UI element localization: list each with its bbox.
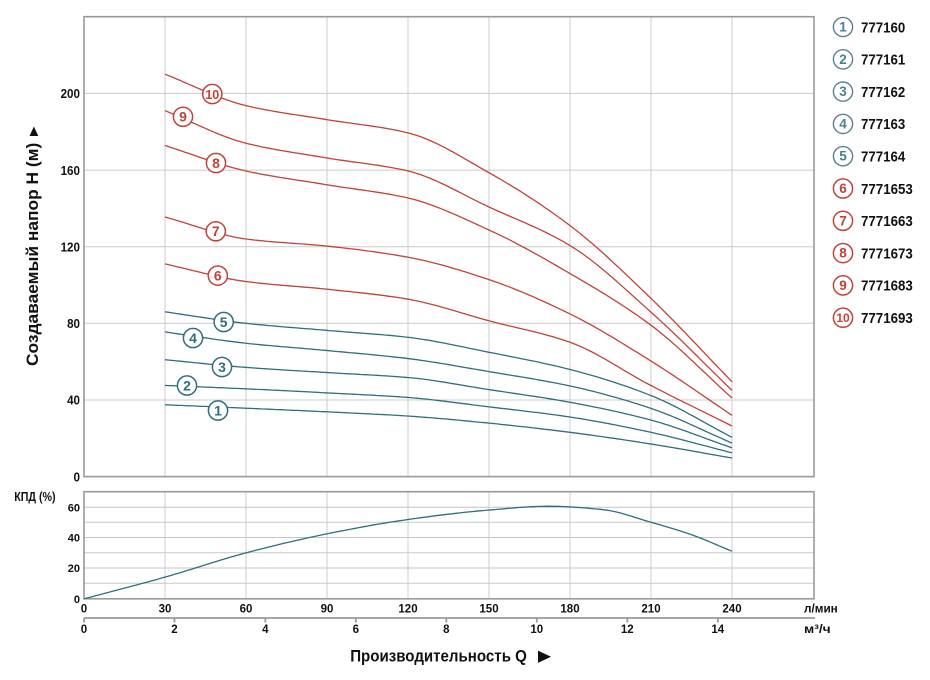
svg-text:777161: 777161 [861, 52, 905, 69]
svg-text:2: 2 [183, 377, 191, 393]
svg-text:0: 0 [81, 603, 87, 615]
svg-text:60: 60 [68, 502, 80, 514]
svg-text:1: 1 [214, 402, 222, 418]
svg-text:5: 5 [839, 149, 847, 164]
svg-text:150: 150 [479, 603, 498, 615]
svg-text:КПД (%): КПД (%) [14, 489, 55, 504]
svg-text:0: 0 [74, 594, 80, 606]
svg-text:2: 2 [839, 52, 847, 67]
svg-text:777160: 777160 [861, 19, 905, 36]
svg-text:7771693: 7771693 [861, 310, 913, 327]
svg-text:8: 8 [443, 624, 450, 636]
svg-text:40: 40 [67, 393, 80, 408]
svg-text:20: 20 [68, 563, 80, 575]
svg-text:777164: 777164 [861, 149, 906, 166]
svg-text:м³/ч: м³/ч [804, 622, 831, 636]
svg-text:210: 210 [641, 603, 660, 615]
svg-text:120: 120 [61, 239, 80, 254]
svg-text:Производительность Q: Производительность Q [350, 647, 527, 666]
svg-text:7771653: 7771653 [861, 181, 913, 198]
svg-text:10: 10 [205, 88, 219, 102]
svg-text:0: 0 [74, 469, 81, 484]
svg-text:Создаваемый напор Н (м): Создаваемый напор Н (м) [23, 143, 42, 366]
svg-text:120: 120 [398, 603, 417, 615]
svg-text:90: 90 [321, 603, 334, 615]
svg-text:3: 3 [218, 359, 226, 375]
svg-text:5: 5 [220, 314, 228, 330]
svg-text:240: 240 [722, 603, 741, 615]
svg-text:777163: 777163 [861, 116, 905, 133]
svg-text:7: 7 [212, 223, 220, 239]
svg-text:60: 60 [240, 603, 253, 615]
svg-text:9: 9 [839, 278, 847, 293]
svg-text:12: 12 [621, 624, 634, 636]
svg-text:10: 10 [530, 624, 543, 636]
svg-text:10: 10 [836, 311, 850, 325]
svg-text:160: 160 [61, 163, 80, 178]
svg-text:9: 9 [179, 109, 187, 125]
svg-text:7771663: 7771663 [861, 213, 913, 230]
svg-text:4: 4 [189, 330, 197, 346]
svg-text:0: 0 [81, 624, 87, 636]
svg-text:6: 6 [214, 267, 222, 283]
svg-text:7771683: 7771683 [861, 278, 913, 295]
svg-text:8: 8 [212, 155, 220, 171]
svg-text:777162: 777162 [861, 84, 905, 101]
svg-text:180: 180 [560, 603, 579, 615]
svg-text:2: 2 [171, 624, 177, 636]
svg-text:4: 4 [262, 624, 269, 636]
svg-text:4: 4 [839, 116, 847, 131]
svg-text:8: 8 [839, 246, 847, 261]
svg-text:3: 3 [839, 84, 847, 99]
svg-text:1: 1 [839, 20, 847, 35]
svg-text:14: 14 [711, 624, 724, 636]
svg-text:80: 80 [67, 316, 80, 331]
svg-text:30: 30 [159, 603, 172, 615]
svg-text:7771673: 7771673 [861, 245, 913, 262]
svg-text:6: 6 [839, 181, 847, 196]
svg-text:л/мин: л/мин [804, 602, 838, 616]
svg-text:7: 7 [839, 213, 847, 228]
svg-text:200: 200 [61, 86, 80, 101]
svg-text:40: 40 [68, 533, 80, 545]
svg-text:6: 6 [353, 624, 359, 636]
